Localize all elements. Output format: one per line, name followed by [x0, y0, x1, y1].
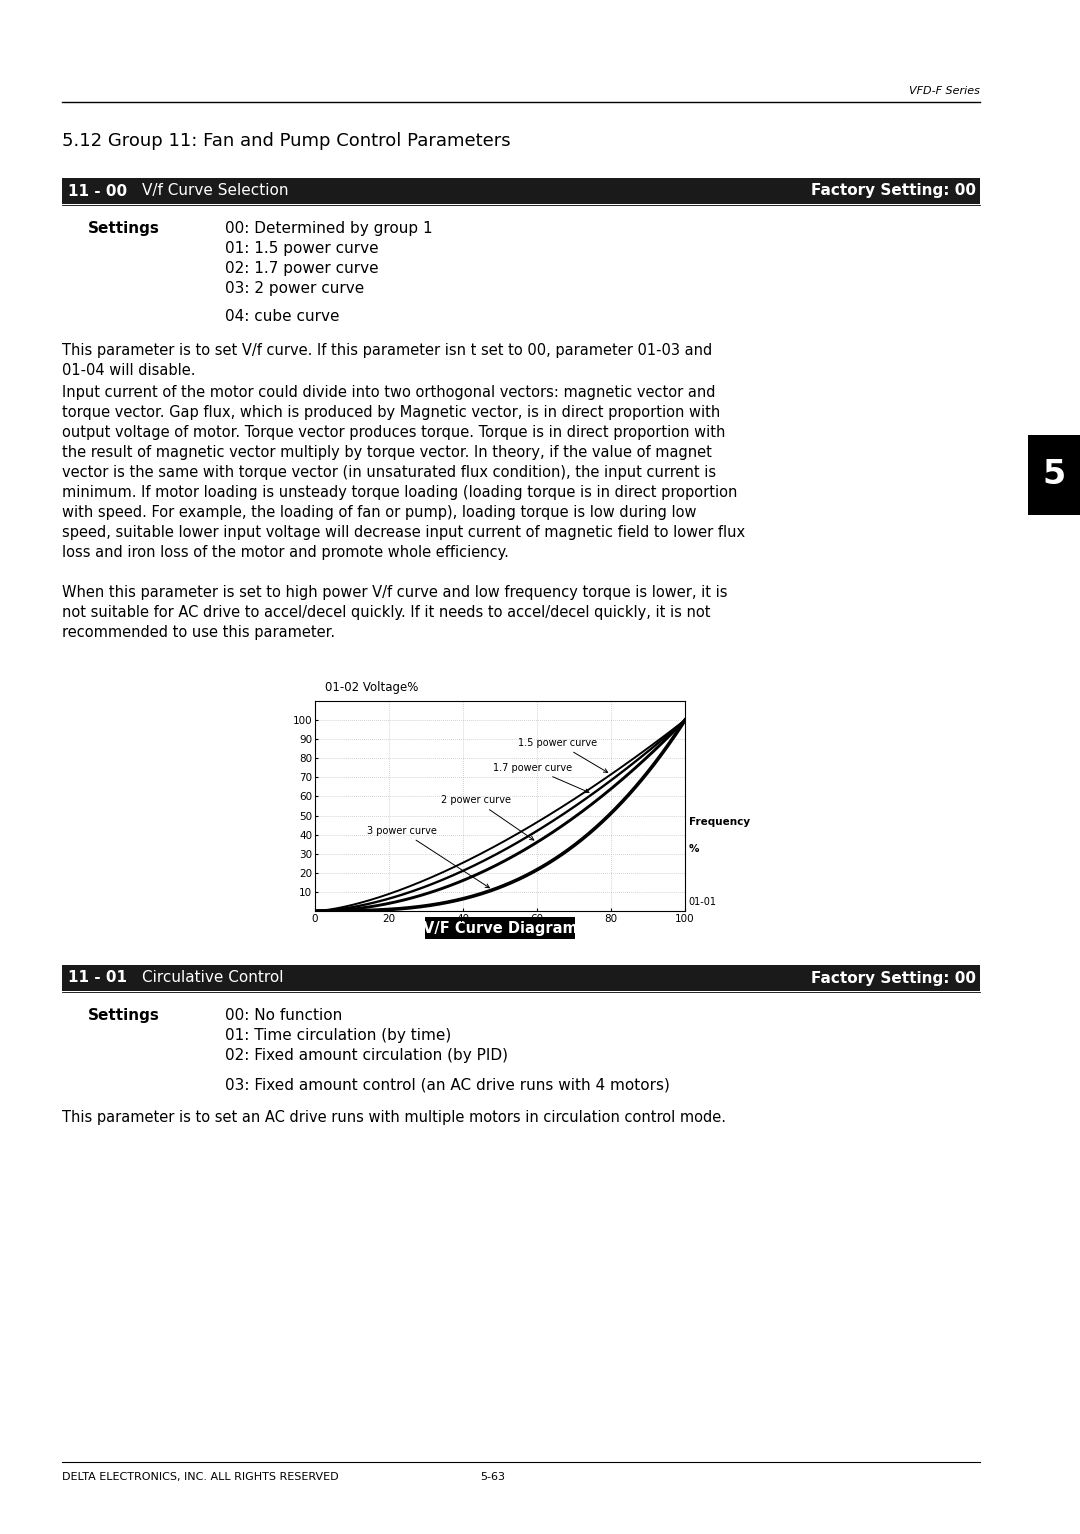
Text: speed, suitable lower input voltage will decrease input current of magnetic fiel: speed, suitable lower input voltage will…	[62, 525, 745, 540]
Text: vector is the same with torque vector (in unsaturated flux condition), the input: vector is the same with torque vector (i…	[62, 465, 716, 480]
Text: %: %	[689, 844, 699, 854]
Text: not suitable for AC drive to accel/decel quickly. If it needs to accel/decel qui: not suitable for AC drive to accel/decel…	[62, 604, 711, 620]
Text: 02: Fixed amount circulation (by PID): 02: Fixed amount circulation (by PID)	[225, 1048, 508, 1063]
Text: V/F Curve Diagram: V/F Curve Diagram	[422, 920, 578, 936]
Bar	[426, 917, 575, 939]
Text: loss and iron loss of the motor and promote whole efficiency.: loss and iron loss of the motor and prom…	[62, 545, 509, 560]
Text: 02: 1.7 power curve: 02: 1.7 power curve	[225, 261, 379, 276]
Text: 5-63: 5-63	[480, 1473, 505, 1482]
Text: 2 power curve: 2 power curve	[441, 795, 534, 841]
Text: 03: 2 power curve: 03: 2 power curve	[225, 281, 364, 296]
Text: V/f Curve Selection: V/f Curve Selection	[141, 184, 288, 198]
Text: 01-02 Voltage%: 01-02 Voltage%	[325, 681, 418, 693]
Text: 5.12 Group 11: Fan and Pump Control Parameters: 5.12 Group 11: Fan and Pump Control Para…	[62, 132, 511, 150]
Text: 01-01: 01-01	[689, 897, 717, 907]
Text: output voltage of motor. Torque vector produces torque. Torque is in direct prop: output voltage of motor. Torque vector p…	[62, 425, 726, 440]
Text: 03: Fixed amount control (an AC drive runs with 4 motors): 03: Fixed amount control (an AC drive ru…	[225, 1078, 670, 1094]
Text: 01: 1.5 power curve: 01: 1.5 power curve	[225, 241, 379, 256]
Text: Circulative Control: Circulative Control	[141, 971, 283, 985]
Text: 3 power curve: 3 power curve	[367, 825, 489, 888]
Text: 1.7 power curve: 1.7 power curve	[492, 762, 589, 793]
Text: DELTA ELECTRONICS, INC. ALL RIGHTS RESERVED: DELTA ELECTRONICS, INC. ALL RIGHTS RESER…	[62, 1473, 339, 1482]
Text: torque vector. Gap flux, which is produced by Magnetic vector, is in direct prop: torque vector. Gap flux, which is produc…	[62, 405, 720, 420]
Text: 01: Time circulation (by time): 01: Time circulation (by time)	[225, 1028, 451, 1043]
Bar	[1028, 436, 1080, 515]
Text: 00: Determined by group 1: 00: Determined by group 1	[225, 221, 433, 236]
Text: minimum. If motor loading is unsteady torque loading (loading torque is in direc: minimum. If motor loading is unsteady to…	[62, 485, 738, 500]
Text: VFD-F Series: VFD-F Series	[909, 86, 980, 97]
Text: This parameter is to set an AC drive runs with multiple motors in circulation co: This parameter is to set an AC drive run…	[62, 1111, 726, 1124]
Text: the result of magnetic vector multiply by torque vector. In theory, if the value: the result of magnetic vector multiply b…	[62, 445, 712, 460]
Text: Factory Setting: 00: Factory Setting: 00	[811, 184, 976, 198]
Text: When this parameter is set to high power V/f curve and low frequency torque is l: When this parameter is set to high power…	[62, 584, 728, 600]
Text: 5: 5	[1042, 459, 1066, 491]
Text: Factory Setting: 00: Factory Setting: 00	[811, 971, 976, 985]
Text: 04: cube curve: 04: cube curve	[225, 308, 339, 324]
Text: recommended to use this parameter.: recommended to use this parameter.	[62, 624, 335, 640]
Text: Frequency: Frequency	[689, 818, 750, 827]
Bar	[62, 178, 980, 204]
Text: Input current of the motor could divide into two orthogonal vectors: magnetic ve: Input current of the motor could divide …	[62, 385, 715, 400]
Bar	[62, 965, 980, 991]
Text: 00: No function: 00: No function	[225, 1008, 342, 1023]
Text: This parameter is to set V/f curve. If this parameter isn t set to 00, parameter: This parameter is to set V/f curve. If t…	[62, 344, 712, 357]
Text: 11 - 00: 11 - 00	[68, 184, 127, 198]
Text: 01-04 will disable.: 01-04 will disable.	[62, 364, 195, 377]
Text: 1.5 power curve: 1.5 power curve	[518, 738, 608, 773]
Text: 11 - 01: 11 - 01	[68, 971, 127, 985]
Text: with speed. For example, the loading of fan or pump), loading torque is low duri: with speed. For example, the loading of …	[62, 505, 697, 520]
Text: Settings: Settings	[89, 221, 160, 236]
Text: Settings: Settings	[89, 1008, 160, 1023]
